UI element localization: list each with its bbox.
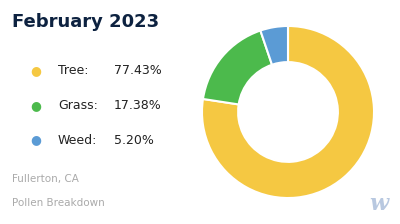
Wedge shape	[202, 26, 374, 198]
Text: ●: ●	[30, 64, 42, 77]
Wedge shape	[260, 26, 288, 65]
Text: February 2023: February 2023	[12, 13, 159, 31]
Text: w: w	[369, 193, 388, 215]
Text: Grass:: Grass:	[58, 99, 98, 112]
Text: Fullerton, CA: Fullerton, CA	[12, 174, 79, 184]
Text: 5.20%: 5.20%	[114, 134, 154, 146]
Text: 17.38%: 17.38%	[114, 99, 162, 112]
Text: Weed:: Weed:	[58, 134, 97, 146]
Text: ●: ●	[30, 134, 42, 146]
Text: 77.43%: 77.43%	[114, 64, 162, 77]
Text: Tree:: Tree:	[58, 64, 88, 77]
Wedge shape	[203, 30, 272, 104]
Text: ●: ●	[30, 99, 42, 112]
Text: Pollen Breakdown: Pollen Breakdown	[12, 198, 105, 208]
